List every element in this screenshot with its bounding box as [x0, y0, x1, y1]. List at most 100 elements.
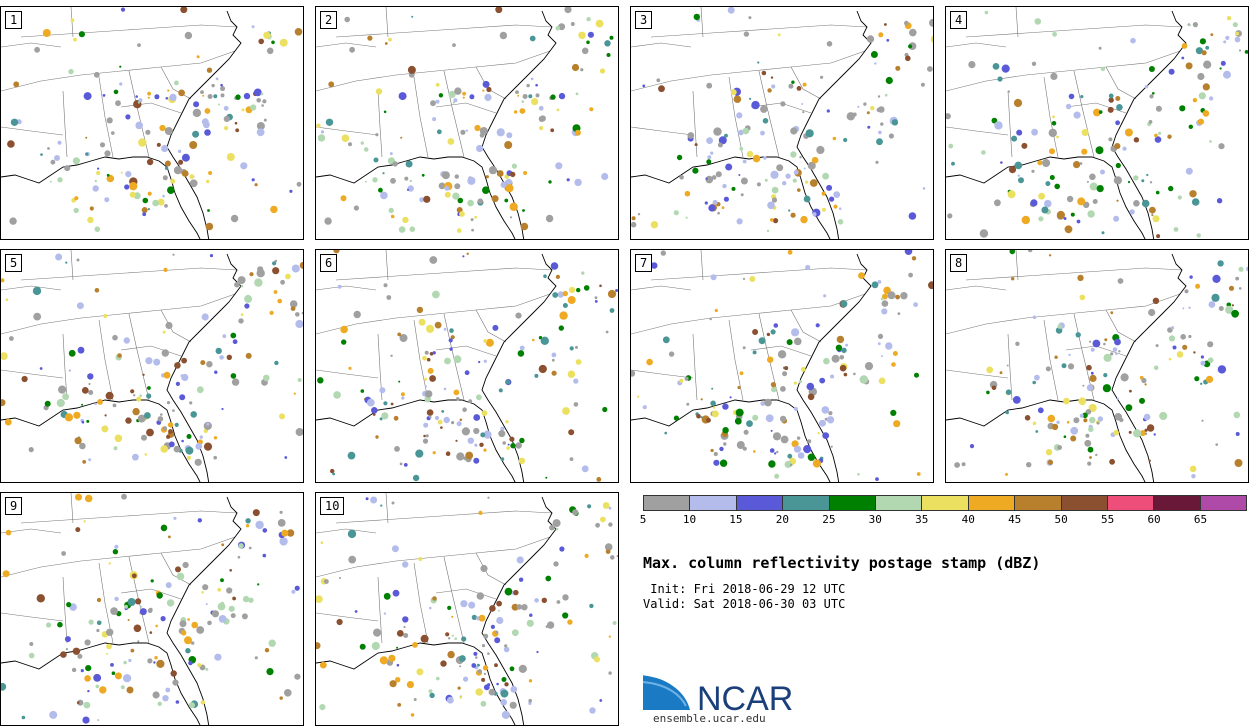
reflectivity-echo	[223, 115, 230, 122]
reflectivity-echo	[766, 229, 770, 233]
reflectivity-echo	[1119, 417, 1124, 423]
reflectivity-echo	[721, 206, 725, 210]
reflectivity-echo	[316, 595, 323, 603]
reflectivity-echo	[1124, 128, 1133, 137]
reflectivity-echo	[766, 332, 771, 337]
reflectivity-echo	[715, 171, 722, 178]
reflectivity-echo	[913, 302, 918, 307]
reflectivity-echo	[401, 396, 405, 400]
reflectivity-echo	[28, 447, 34, 453]
reflectivity-echo	[1129, 209, 1135, 215]
state-boundary	[631, 293, 866, 335]
reflectivity-echo	[594, 296, 598, 300]
reflectivity-echo	[803, 195, 811, 203]
reflectivity-echo	[70, 18, 75, 23]
reflectivity-echo	[138, 138, 147, 147]
reflectivity-echo	[1102, 384, 1111, 393]
reflectivity-echo	[126, 686, 134, 694]
reflectivity-echo	[1152, 215, 1160, 223]
reflectivity-echo	[496, 128, 505, 137]
reflectivity-echo	[770, 329, 776, 335]
reflectivity-echo	[348, 366, 352, 370]
reflectivity-map	[316, 493, 618, 725]
reflectivity-echo	[206, 67, 213, 73]
reflectivity-echo	[175, 700, 180, 704]
reflectivity-echo	[1079, 413, 1084, 418]
reflectivity-echo	[320, 541, 324, 544]
reflectivity-echo	[97, 167, 100, 170]
reflectivity-echo	[1007, 190, 1016, 199]
reflectivity-echo	[1056, 420, 1060, 424]
reflectivity-echo	[515, 312, 522, 319]
reflectivity-echo	[471, 228, 474, 232]
panel-number: 10	[320, 497, 345, 515]
reflectivity-echo	[1045, 449, 1053, 456]
reflectivity-echo	[595, 522, 600, 528]
reflectivity-echo	[526, 619, 534, 627]
reflectivity-echo	[1181, 56, 1185, 60]
state-boundary	[335, 510, 553, 524]
reflectivity-echo	[279, 696, 283, 700]
reflectivity-echo	[523, 171, 528, 175]
reflectivity-echo	[1047, 414, 1056, 423]
reflectivity-echo	[114, 434, 123, 443]
reflectivity-echo	[396, 646, 399, 649]
reflectivity-echo	[994, 199, 1001, 207]
colorbar-ticks: 5 10 15 20 25 30 35 40 45 50 55 60 65	[640, 513, 1247, 527]
reflectivity-echo	[274, 360, 279, 366]
reflectivity-echo	[454, 183, 461, 190]
reflectivity-echo	[161, 349, 169, 357]
reflectivity-echo	[394, 446, 400, 452]
reflectivity-map	[946, 7, 1248, 239]
reflectivity-echo	[660, 250, 666, 256]
reflectivity-echo	[790, 151, 797, 158]
reflectivity-echo	[84, 639, 91, 646]
reflectivity-echo	[1001, 64, 1010, 73]
reflectivity-echo	[94, 226, 101, 232]
reflectivity-echo	[92, 185, 99, 192]
reflectivity-echo	[807, 161, 816, 170]
reflectivity-echo	[123, 674, 132, 683]
reflectivity-echo	[409, 226, 416, 232]
reflectivity-echo	[637, 213, 641, 216]
state-boundary	[946, 369, 1009, 379]
reflectivity-echo	[986, 390, 990, 395]
reflectivity-echo	[432, 451, 436, 455]
reflectivity-echo	[567, 296, 576, 304]
reflectivity-echo	[717, 211, 720, 215]
reflectivity-echo	[1129, 389, 1132, 393]
reflectivity-echo	[478, 614, 486, 622]
reflectivity-echo	[1233, 411, 1241, 419]
reflectivity-echo	[710, 400, 716, 407]
reflectivity-echo	[642, 405, 647, 410]
reflectivity-echo	[234, 281, 240, 288]
state-boundary	[790, 309, 822, 343]
reflectivity-echo	[776, 450, 779, 454]
reflectivity-echo	[740, 193, 744, 197]
reflectivity-echo	[226, 153, 235, 161]
reflectivity-echo	[679, 175, 684, 180]
state-boundary	[120, 345, 182, 357]
reflectivity-echo	[1125, 404, 1133, 412]
reflectivity-echo	[803, 445, 812, 454]
reflectivity-echo	[256, 98, 261, 103]
reflectivity-echo	[202, 94, 205, 97]
reflectivity-echo	[517, 94, 520, 97]
reflectivity-echo	[103, 314, 108, 318]
reflectivity-echo	[713, 451, 718, 457]
reflectivity-echo	[166, 401, 171, 405]
coastline	[946, 399, 1146, 482]
reflectivity-echo	[1133, 137, 1140, 143]
reflectivity-echo	[449, 347, 453, 351]
colorbar-segment	[875, 496, 923, 510]
reflectivity-echo	[410, 713, 415, 717]
reflectivity-echo	[784, 460, 792, 469]
reflectivity-echo	[157, 701, 162, 706]
reflectivity-echo	[269, 310, 274, 315]
state-boundary	[946, 126, 1009, 136]
reflectivity-echo	[501, 710, 510, 719]
reflectivity-echo	[375, 133, 379, 137]
reflectivity-echo	[160, 445, 168, 453]
reflectivity-echo	[1113, 215, 1120, 222]
reflectivity-echo	[594, 300, 598, 303]
